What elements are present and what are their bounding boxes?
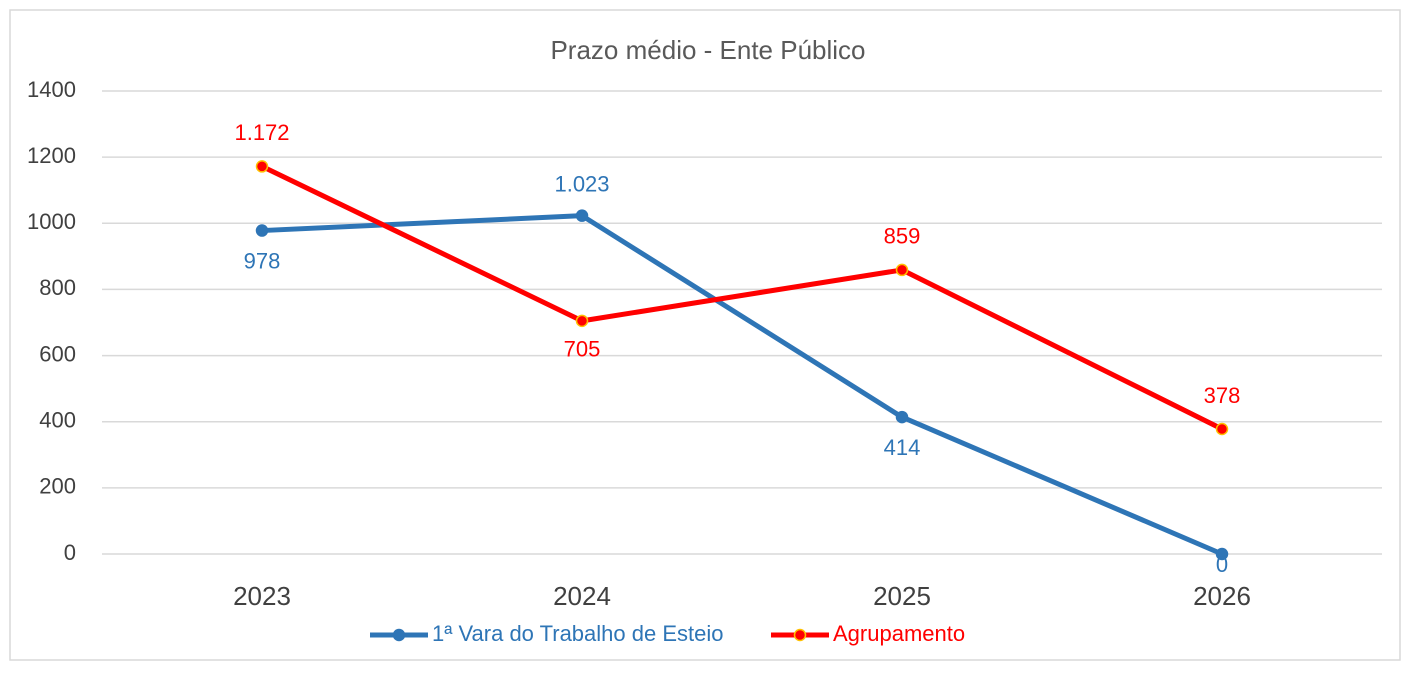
series-line — [261, 213, 1223, 557]
marker — [575, 314, 589, 328]
x-tick-label: 2023 — [233, 581, 291, 611]
data-label: 378 — [1204, 383, 1241, 408]
x-tick-label: 2025 — [873, 581, 931, 611]
y-tick-label: 400 — [39, 408, 76, 433]
x-tick-label: 2026 — [1193, 581, 1251, 611]
data-label: 0 — [1216, 552, 1228, 577]
legend-label: Agrupamento — [833, 621, 965, 646]
marker — [1215, 547, 1229, 561]
marker — [895, 410, 909, 424]
y-tick-label: 0 — [64, 540, 76, 565]
y-tick-label: 800 — [39, 275, 76, 300]
chart-border — [9, 9, 1401, 661]
marker — [895, 263, 909, 277]
y-tick-label: 1200 — [27, 143, 76, 168]
chart-title: Prazo médio - Ente Público — [550, 35, 865, 65]
legend-marker — [392, 628, 406, 642]
x-tick-label: 2024 — [553, 581, 611, 611]
y-tick-label: 1400 — [27, 77, 76, 102]
marker — [575, 209, 589, 222]
y-tick-label: 200 — [39, 474, 76, 499]
data-label: 705 — [564, 337, 601, 362]
data-label: 859 — [884, 224, 921, 249]
data-label: 978 — [244, 248, 281, 273]
series-line — [260, 164, 1224, 432]
data-label: 1.023 — [554, 171, 609, 196]
y-tick-label: 600 — [39, 341, 76, 366]
data-label: 1.172 — [234, 120, 289, 145]
marker — [1215, 422, 1229, 436]
data-label: 414 — [884, 435, 921, 460]
legend-label: 1ª Vara do Trabalho de Esteio — [432, 621, 723, 646]
marker — [255, 160, 269, 173]
legend-marker — [793, 628, 807, 642]
marker — [255, 224, 269, 237]
y-tick-label: 1000 — [27, 209, 76, 234]
